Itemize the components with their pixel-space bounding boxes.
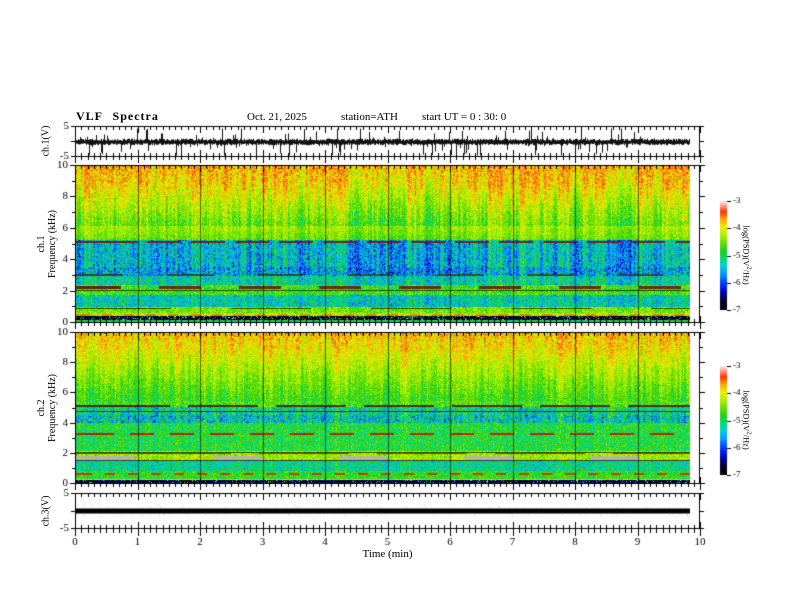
start-ut-label: start UT = 0 : 30: 0 — [422, 111, 507, 123]
colorbar2-psd-label: log(PSD)(V2/Hz) — [742, 390, 753, 449]
station-label: station=ATH — [341, 111, 398, 123]
ch2-axis-label-line2: Frequency (kHz) — [47, 373, 58, 443]
colorbar1-psd-label: log(PSD)(V2/Hz) — [742, 225, 753, 284]
ch1-axis-label-line2: Frequency (kHz) — [47, 209, 58, 279]
figure-date: Oct. 21, 2025 — [247, 111, 307, 123]
ch1-frequency-axis-label: ch.1 Frequency (kHz) — [36, 210, 58, 278]
psd-label-prefix: log(PSD)(V — [741, 390, 752, 432]
ch1-voltage-axis-label: ch.1(V) — [40, 125, 52, 157]
psd-label-prefix: log(PSD)(V — [741, 225, 752, 267]
ch3-voltage-axis-label: ch.3(V) — [40, 495, 52, 527]
ch2-frequency-axis-label: ch.2 Frequency (kHz) — [36, 374, 58, 442]
psd-label-suffix: /Hz) — [741, 269, 752, 285]
ch2-axis-label-line1: ch.2 — [36, 399, 47, 417]
ch1-axis-label-line1: ch.1 — [36, 235, 47, 253]
psd-label-suffix: /Hz) — [741, 434, 752, 450]
time-axis-label: Time (min) — [362, 548, 413, 560]
figure-title: VLF Spectra — [76, 109, 159, 123]
